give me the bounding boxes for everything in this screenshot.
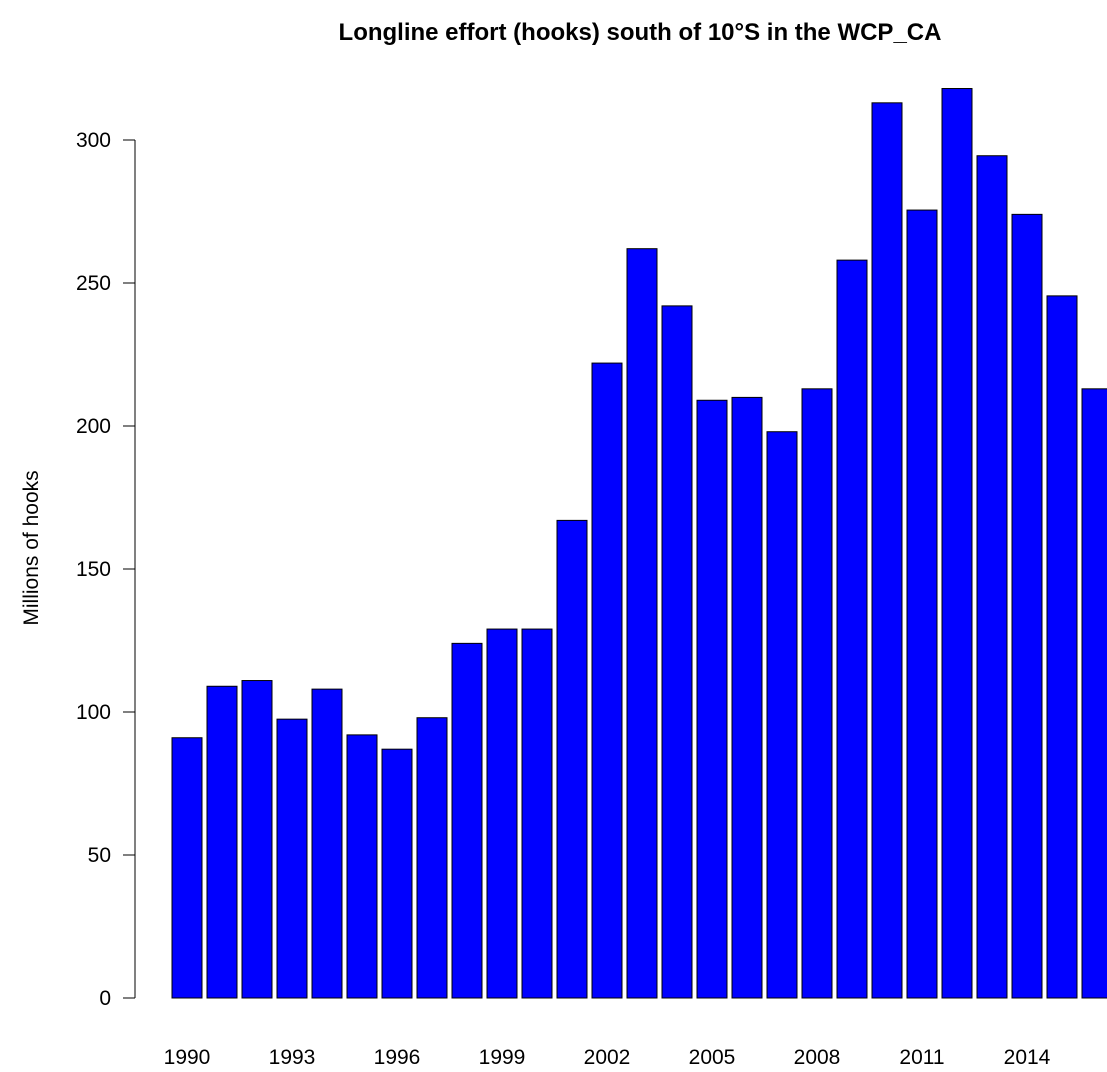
chart-title: Longline effort (hooks) south of 10°S in… — [339, 19, 942, 46]
bar — [381, 748, 413, 999]
bar — [836, 259, 868, 999]
bar — [171, 737, 203, 999]
x-tick-label: 2008 — [794, 1046, 841, 1069]
bar — [696, 399, 728, 999]
bar — [241, 680, 273, 999]
y-tick-label: 300 — [76, 129, 111, 152]
bar — [871, 102, 903, 999]
y-tick-label: 50 — [88, 844, 111, 867]
bar — [346, 734, 378, 999]
x-tick-label: 2005 — [689, 1046, 736, 1069]
bar — [1081, 388, 1107, 999]
y-tick-label: 150 — [76, 558, 111, 581]
bar — [416, 717, 448, 999]
bar — [766, 431, 798, 999]
bar — [556, 519, 588, 999]
y-tick-label: 0 — [99, 987, 111, 1010]
y-tick-label: 200 — [76, 415, 111, 438]
bar — [1011, 213, 1043, 999]
x-tick-label: 2002 — [584, 1046, 631, 1069]
bar — [801, 388, 833, 999]
bar — [731, 396, 763, 999]
bar — [521, 628, 553, 999]
x-tick-label: 2011 — [899, 1046, 944, 1069]
bar — [311, 688, 343, 999]
y-tick-label: 250 — [76, 272, 111, 295]
bar — [626, 248, 658, 999]
x-tick-label: 1996 — [374, 1046, 421, 1069]
x-tick-label: 1999 — [479, 1046, 526, 1069]
bar — [276, 718, 308, 999]
y-tick-label: 100 — [76, 701, 111, 724]
bar — [1046, 295, 1078, 999]
bar — [451, 642, 483, 999]
x-tick-label: 1990 — [164, 1046, 211, 1069]
bar — [661, 305, 693, 999]
x-tick-label: 2014 — [1004, 1046, 1051, 1069]
bar — [941, 88, 973, 999]
y-axis-label: Millions of hooks — [20, 470, 43, 625]
bar — [591, 362, 623, 999]
x-tick-label: 1993 — [269, 1046, 316, 1069]
bar — [486, 628, 518, 999]
bar — [906, 209, 938, 999]
bar — [206, 685, 238, 999]
bar — [976, 155, 1008, 999]
